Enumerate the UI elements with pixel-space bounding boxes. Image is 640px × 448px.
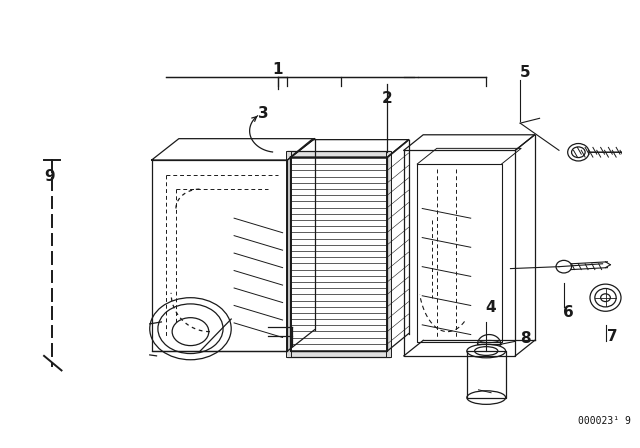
Text: 9: 9 (45, 169, 55, 184)
Text: 6: 6 (563, 305, 574, 320)
Text: 7: 7 (607, 329, 618, 344)
Text: 3: 3 (258, 106, 269, 121)
Bar (387, 151, 391, 357)
Text: 2: 2 (382, 91, 393, 107)
Text: 1: 1 (273, 62, 283, 78)
Text: 000023¹ 9: 000023¹ 9 (579, 416, 631, 426)
Bar (287, 151, 390, 157)
Text: 4: 4 (486, 300, 497, 315)
Text: 5: 5 (520, 65, 531, 80)
Ellipse shape (467, 344, 506, 358)
Bar (287, 351, 390, 357)
Text: 8: 8 (520, 331, 531, 346)
Bar (287, 151, 291, 357)
